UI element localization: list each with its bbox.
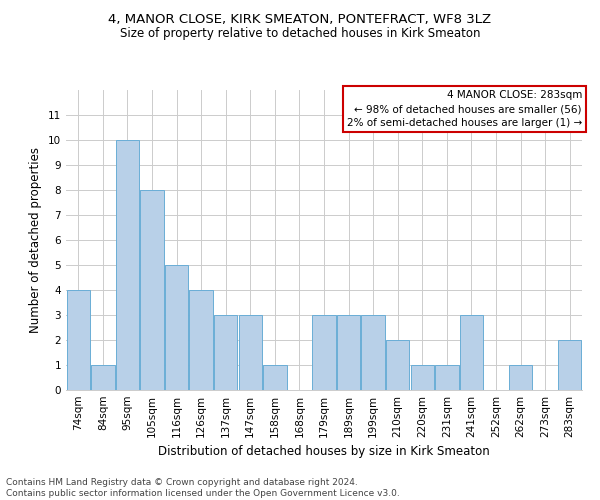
Bar [509,365,532,390]
Text: Contains HM Land Registry data © Crown copyright and database right 2024.
Contai: Contains HM Land Registry data © Crown c… [6,478,400,498]
Bar [386,340,409,390]
X-axis label: Distribution of detached houses by size in Kirk Smeaton: Distribution of detached houses by size … [158,446,490,458]
Text: 4, MANOR CLOSE, KIRK SMEATON, PONTEFRACT, WF8 3LZ: 4, MANOR CLOSE, KIRK SMEATON, PONTEFRACT… [109,12,491,26]
Bar [313,315,335,390]
Bar [239,315,262,390]
Bar [190,290,213,390]
Bar [460,315,483,390]
Bar [435,365,458,390]
Bar [337,315,360,390]
Bar [214,315,238,390]
Text: 4 MANOR CLOSE: 283sqm
← 98% of detached houses are smaller (56)
2% of semi-detac: 4 MANOR CLOSE: 283sqm ← 98% of detached … [347,90,582,128]
Bar [263,365,287,390]
Bar [410,365,434,390]
Bar [558,340,581,390]
Bar [91,365,115,390]
Y-axis label: Number of detached properties: Number of detached properties [29,147,43,333]
Bar [116,140,139,390]
Text: Size of property relative to detached houses in Kirk Smeaton: Size of property relative to detached ho… [120,28,480,40]
Bar [361,315,385,390]
Bar [67,290,90,390]
Bar [165,265,188,390]
Bar [140,190,164,390]
